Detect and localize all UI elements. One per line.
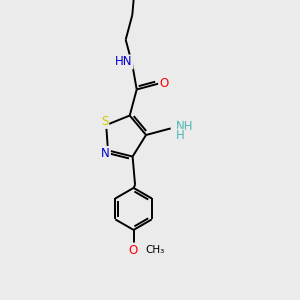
Text: H: H [176,129,185,142]
Text: O: O [129,244,138,256]
Text: S: S [101,115,108,128]
Text: NH: NH [176,120,194,133]
Text: O: O [159,77,169,90]
Text: CH₃: CH₃ [145,245,164,255]
Text: HN: HN [115,56,133,68]
Text: N: N [101,147,110,160]
